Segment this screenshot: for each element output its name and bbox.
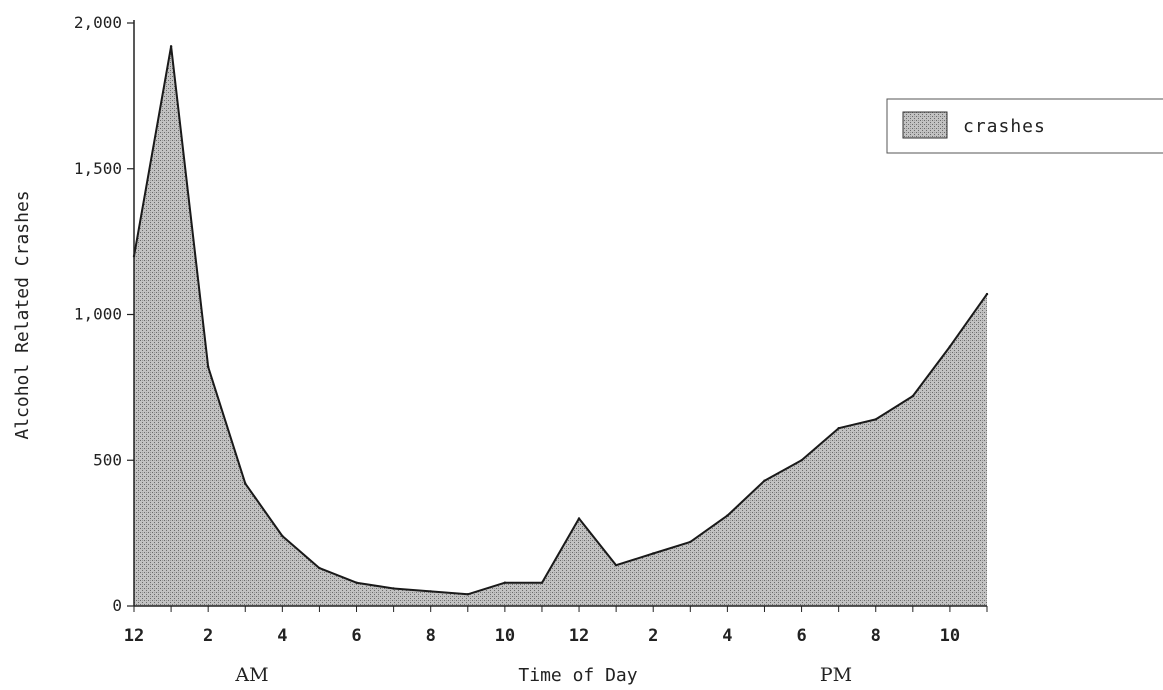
crashes-point: [355, 581, 358, 584]
y-tick-label: 1,000: [74, 305, 122, 324]
crashes-point: [614, 564, 618, 567]
crashes-point: [466, 593, 469, 596]
y-tick-label: 2,000: [74, 13, 122, 32]
x-tick-label: 12: [569, 626, 589, 646]
crashes-point: [985, 292, 989, 296]
crashes-point: [837, 427, 840, 430]
crashes-point: [577, 517, 581, 520]
crashes-point: [169, 45, 173, 48]
crashes-area-series: [132, 45, 989, 607]
crashes-line: [133, 45, 988, 596]
x-tick-label: 10: [940, 626, 960, 646]
x-tick-label: 8: [871, 626, 881, 646]
crashes-point: [281, 534, 284, 538]
x-axis-ticks: 12 2 4 6 8 10 12 2 4 6 8 10: [124, 606, 988, 646]
legend: crashes: [886, 98, 1163, 154]
crashes-point: [689, 540, 692, 544]
crashes-point: [392, 587, 395, 590]
y-tick-label: 1,500: [74, 159, 122, 178]
x-tick-label: 8: [426, 626, 436, 646]
x-tick-label: 12: [124, 626, 144, 646]
crashes-point: [503, 581, 507, 584]
y-axis-title: Alcohol Related Crashes: [12, 190, 33, 439]
am-label: AM: [234, 664, 268, 686]
crashes-point: [540, 581, 544, 584]
crashes-point: [244, 482, 247, 485]
x-tick-label: 10: [495, 626, 515, 646]
crashes-point: [874, 418, 877, 421]
y-tick-label: 0: [112, 596, 122, 615]
x-tick-label: 4: [722, 626, 732, 646]
pm-label: PM: [820, 664, 852, 686]
crashes-point: [800, 459, 803, 462]
x-axis-title: Time of Day: [518, 665, 637, 686]
legend-swatch: [902, 111, 948, 139]
crashes-point: [911, 394, 914, 398]
crashes-area-fill: [134, 46, 987, 607]
x-tick-label: 2: [648, 626, 658, 646]
x-tick-label: 2: [203, 626, 213, 646]
y-tick-label: 500: [93, 450, 122, 469]
crashes-point: [726, 514, 729, 517]
crashes-point: [652, 552, 655, 555]
crashes-point: [207, 365, 210, 369]
x-tick-label: 6: [351, 626, 361, 646]
x-tick-label: 6: [796, 626, 806, 646]
legend-label-crashes: crashes: [963, 116, 1046, 137]
chart-axes: [133, 20, 987, 607]
x-tick-label: 4: [277, 626, 287, 646]
crashes-point: [318, 566, 321, 570]
crashes-point: [763, 479, 766, 482]
crashes-point: [948, 345, 952, 348]
crashes-point: [429, 590, 432, 593]
y-axis-ticks: 0 500 1,000 1,500 2,000: [74, 13, 134, 615]
